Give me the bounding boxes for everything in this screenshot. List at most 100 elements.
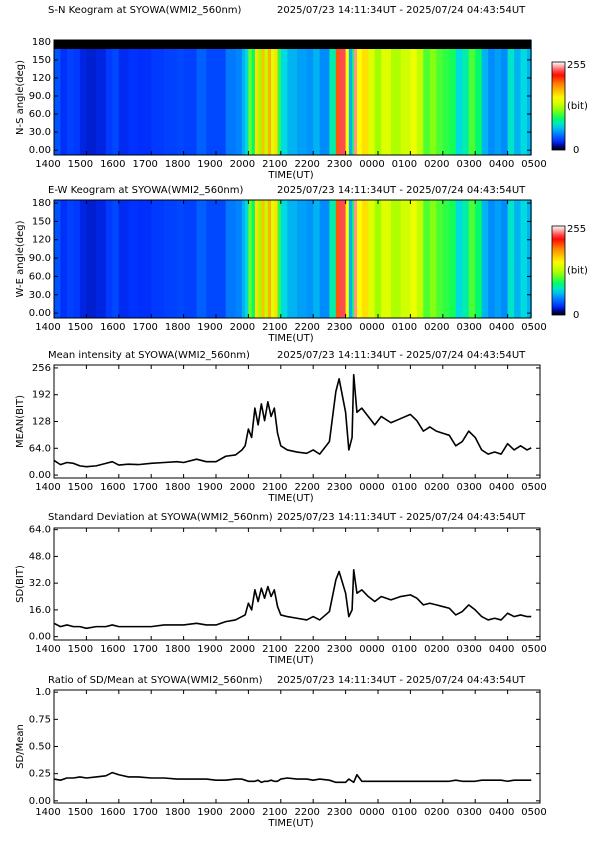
keogram-column (429, 200, 437, 318)
colorbar-min-label: 0 (573, 310, 579, 321)
x-axis-label: TIME(UT) (267, 170, 313, 181)
keogram-column (319, 200, 330, 318)
x-tick-label: 0400 (489, 807, 514, 818)
keogram-column (138, 40, 152, 155)
x-tick-label: 1600 (100, 322, 125, 333)
keogram-column (436, 40, 444, 155)
y-tick-label: 60.0 (29, 109, 51, 120)
keogram-column (348, 40, 353, 155)
x-tick-label: 1800 (165, 482, 190, 493)
x-tick-label: 2100 (262, 482, 287, 493)
x-tick-label: 2000 (230, 644, 255, 655)
y-tick-label: 192 (32, 390, 51, 401)
keogram-column (436, 200, 444, 318)
keogram-column (488, 40, 496, 155)
panel-title: Ratio of SD/Mean at SYOWA(WMI2_560nm) (48, 675, 263, 686)
x-axis-label: TIME(UT) (267, 493, 313, 504)
x-tick-label: 1400 (35, 482, 60, 493)
x-tick-label: 1900 (197, 807, 222, 818)
x-tick-label: 2300 (327, 644, 352, 655)
keogram-column (241, 200, 246, 318)
y-tick-label: 0.00 (29, 470, 51, 481)
panel: Mean intensity at SYOWA(WMI2_560nm) 2025/… (15, 350, 547, 504)
y-tick-label: 128 (32, 417, 51, 428)
x-tick-label: 0300 (456, 322, 481, 333)
x-tick-label: 2200 (294, 644, 319, 655)
keogram-column (329, 200, 337, 318)
keogram-column (368, 40, 376, 155)
keogram-column (79, 200, 87, 318)
keogram-column (442, 40, 450, 155)
x-tick-label: 0500 (521, 644, 546, 655)
y-tick-label: 150 (32, 216, 51, 227)
keogram-column (361, 200, 369, 318)
y-tick-label: 16.0 (29, 605, 51, 616)
keogram-column (297, 200, 308, 318)
keogram-column (319, 40, 330, 155)
y-tick-label: 1.0 (35, 687, 51, 698)
keogram-column (258, 200, 262, 318)
keogram-column (306, 200, 314, 318)
x-tick-label: 0200 (424, 644, 449, 655)
keogram-column (261, 40, 265, 155)
keogram-column (361, 40, 369, 155)
keogram-column (507, 200, 515, 318)
time-range: 2025/07/23 14:11:34UT - 2025/07/24 04:43… (277, 675, 526, 686)
keogram-column (353, 40, 358, 155)
x-tick-label: 2200 (294, 322, 319, 333)
x-tick-label: 1400 (35, 159, 60, 170)
keogram-column (400, 40, 411, 155)
keogram-column (527, 40, 532, 155)
keogram-column (112, 40, 120, 155)
keogram-column (60, 200, 68, 318)
y-axis-label: SD(BIT) (15, 565, 26, 603)
plot-frame (53, 527, 541, 641)
keogram-column (475, 40, 483, 155)
keogram-column (112, 200, 120, 318)
x-axis-label: TIME(UT) (267, 655, 313, 666)
x-tick-label: 1800 (165, 644, 190, 655)
y-tick-label: 120 (32, 235, 51, 246)
keogram-column (261, 200, 265, 318)
keogram-column (235, 40, 243, 155)
y-tick-label: 48.0 (29, 551, 51, 562)
colorbar-label: (bit) (567, 266, 588, 277)
keogram-column (73, 200, 81, 318)
x-tick-label: 0500 (521, 322, 546, 333)
keogram-column (267, 40, 272, 155)
keogram-column (271, 40, 275, 155)
time-range: 2025/07/23 14:11:34UT - 2025/07/24 04:43… (277, 512, 526, 523)
keogram-column (514, 40, 521, 155)
keogram-column (339, 40, 346, 155)
keogram-column (475, 200, 483, 318)
keogram-column (462, 40, 470, 155)
keogram-column (374, 200, 382, 318)
keogram-column (488, 200, 496, 318)
x-tick-label: 0200 (424, 482, 449, 493)
keogram-column (118, 40, 129, 155)
keogram-column (251, 200, 256, 318)
keogram-column (183, 40, 197, 155)
data-line (53, 771, 532, 784)
x-tick-label: 2200 (294, 482, 319, 493)
y-tick-label: 180 (32, 37, 51, 48)
x-tick-label: 2300 (327, 807, 352, 818)
x-tick-label: 0200 (424, 807, 449, 818)
keogram-column (105, 200, 113, 318)
x-tick-label: 1500 (68, 644, 93, 655)
keogram-column (449, 200, 457, 318)
x-tick-label: 0000 (359, 159, 384, 170)
keogram-column (335, 200, 340, 318)
time-range: 2025/07/23 14:11:34UT - 2025/07/24 04:43… (277, 5, 526, 16)
keogram-column (494, 40, 502, 155)
x-tick-label: 2000 (230, 807, 255, 818)
x-tick-label: 0000 (359, 482, 384, 493)
colorbar-max-label: 255 (567, 60, 586, 71)
keogram-column (254, 40, 259, 155)
x-tick-label: 0200 (424, 322, 449, 333)
x-tick-label: 1600 (100, 644, 125, 655)
y-tick-label: 60.0 (29, 271, 51, 282)
keogram-column (381, 40, 392, 155)
x-tick-label: 0300 (456, 644, 481, 655)
